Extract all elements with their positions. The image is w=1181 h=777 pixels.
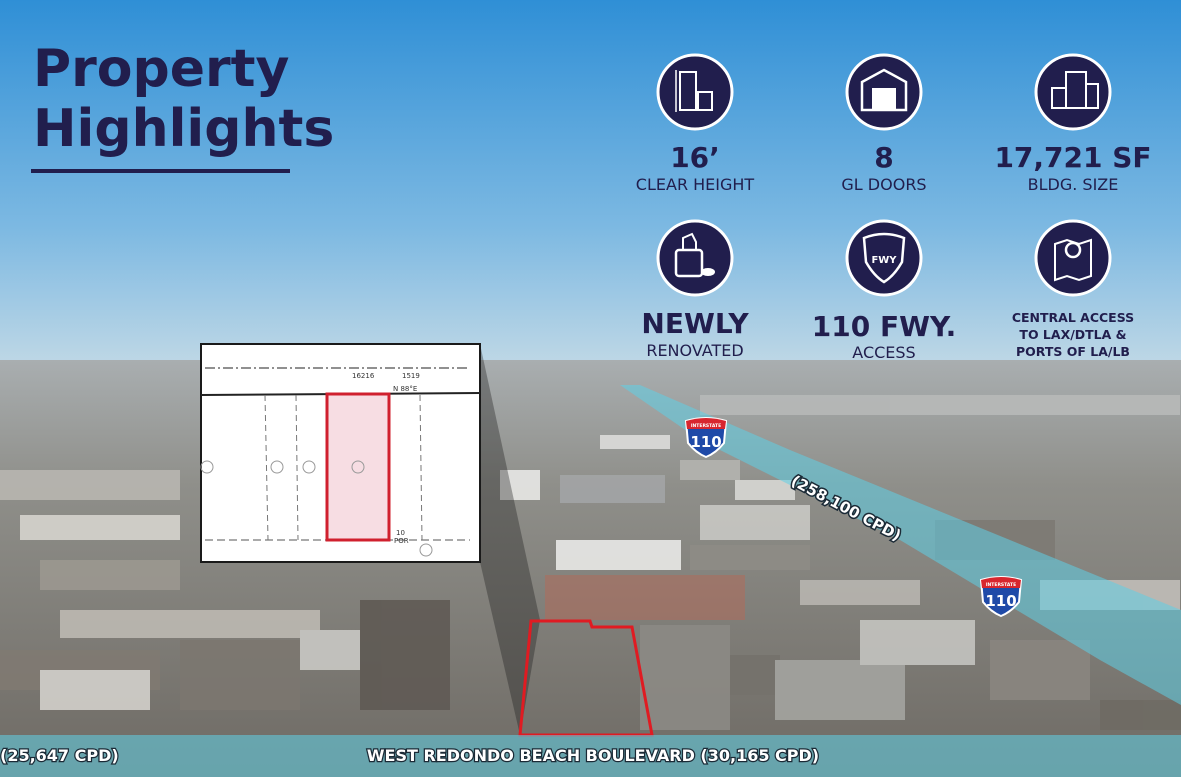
icon: FWY [845, 219, 923, 297]
street-traffic: (25,647 CPD) [0, 746, 119, 765]
highlight-label: GL DOORS [841, 175, 926, 194]
street-name: WEST REDONDO BEACH BOULEVARD (30,165 CPD… [367, 746, 819, 765]
buildings [0, 395, 1181, 730]
shield: INTERSTATE 110 [979, 576, 1023, 618]
highlight-line: TO LAX/DTLA & [1019, 327, 1126, 342]
map-label: POR [394, 537, 409, 545]
parcel-map: 16216 1519 N 88°E 10 POR [200, 343, 481, 563]
title-line: Property [33, 39, 289, 99]
sky [0, 0, 1181, 380]
icon [656, 53, 734, 131]
highlight-value: 110 FWY. [812, 310, 956, 343]
highlight-line: PORTS OF LA/LB [1016, 344, 1130, 359]
highlight-line: CENTRAL ACCESS [1012, 310, 1134, 325]
map-label: N 88°E [393, 385, 417, 393]
map-label: 10 [396, 529, 405, 537]
highlight-value: 16’ [670, 141, 720, 174]
highlight-label: RENOVATED [646, 341, 743, 360]
icon [1034, 219, 1112, 297]
freeway-band [620, 385, 1181, 705]
highlight-value: 17,721 SF [994, 141, 1151, 174]
icon [656, 219, 734, 297]
shield-number: 110 [985, 592, 1016, 610]
map-label: 16216 [352, 372, 375, 380]
shield: INTERSTATE 110 [684, 417, 728, 459]
highlight-value: NEWLY [641, 307, 749, 340]
icon-text: FWY [871, 255, 897, 266]
shield-number: 110 [690, 433, 721, 451]
map-callout [480, 344, 540, 735]
highlight-label: CLEAR HEIGHT [636, 175, 755, 194]
highlight-value: 8 [874, 141, 893, 174]
shield-top: INTERSTATE [691, 423, 721, 429]
title-line: Highlights [33, 99, 334, 159]
highlight-label: BLDG. SIZE [1028, 175, 1119, 194]
shield-top: INTERSTATE [986, 582, 1016, 588]
icon [1034, 53, 1112, 131]
map-label: 1519 [402, 372, 420, 380]
highlight-label: ACCESS [852, 343, 915, 362]
icon [845, 53, 923, 131]
street-band [0, 735, 1181, 777]
